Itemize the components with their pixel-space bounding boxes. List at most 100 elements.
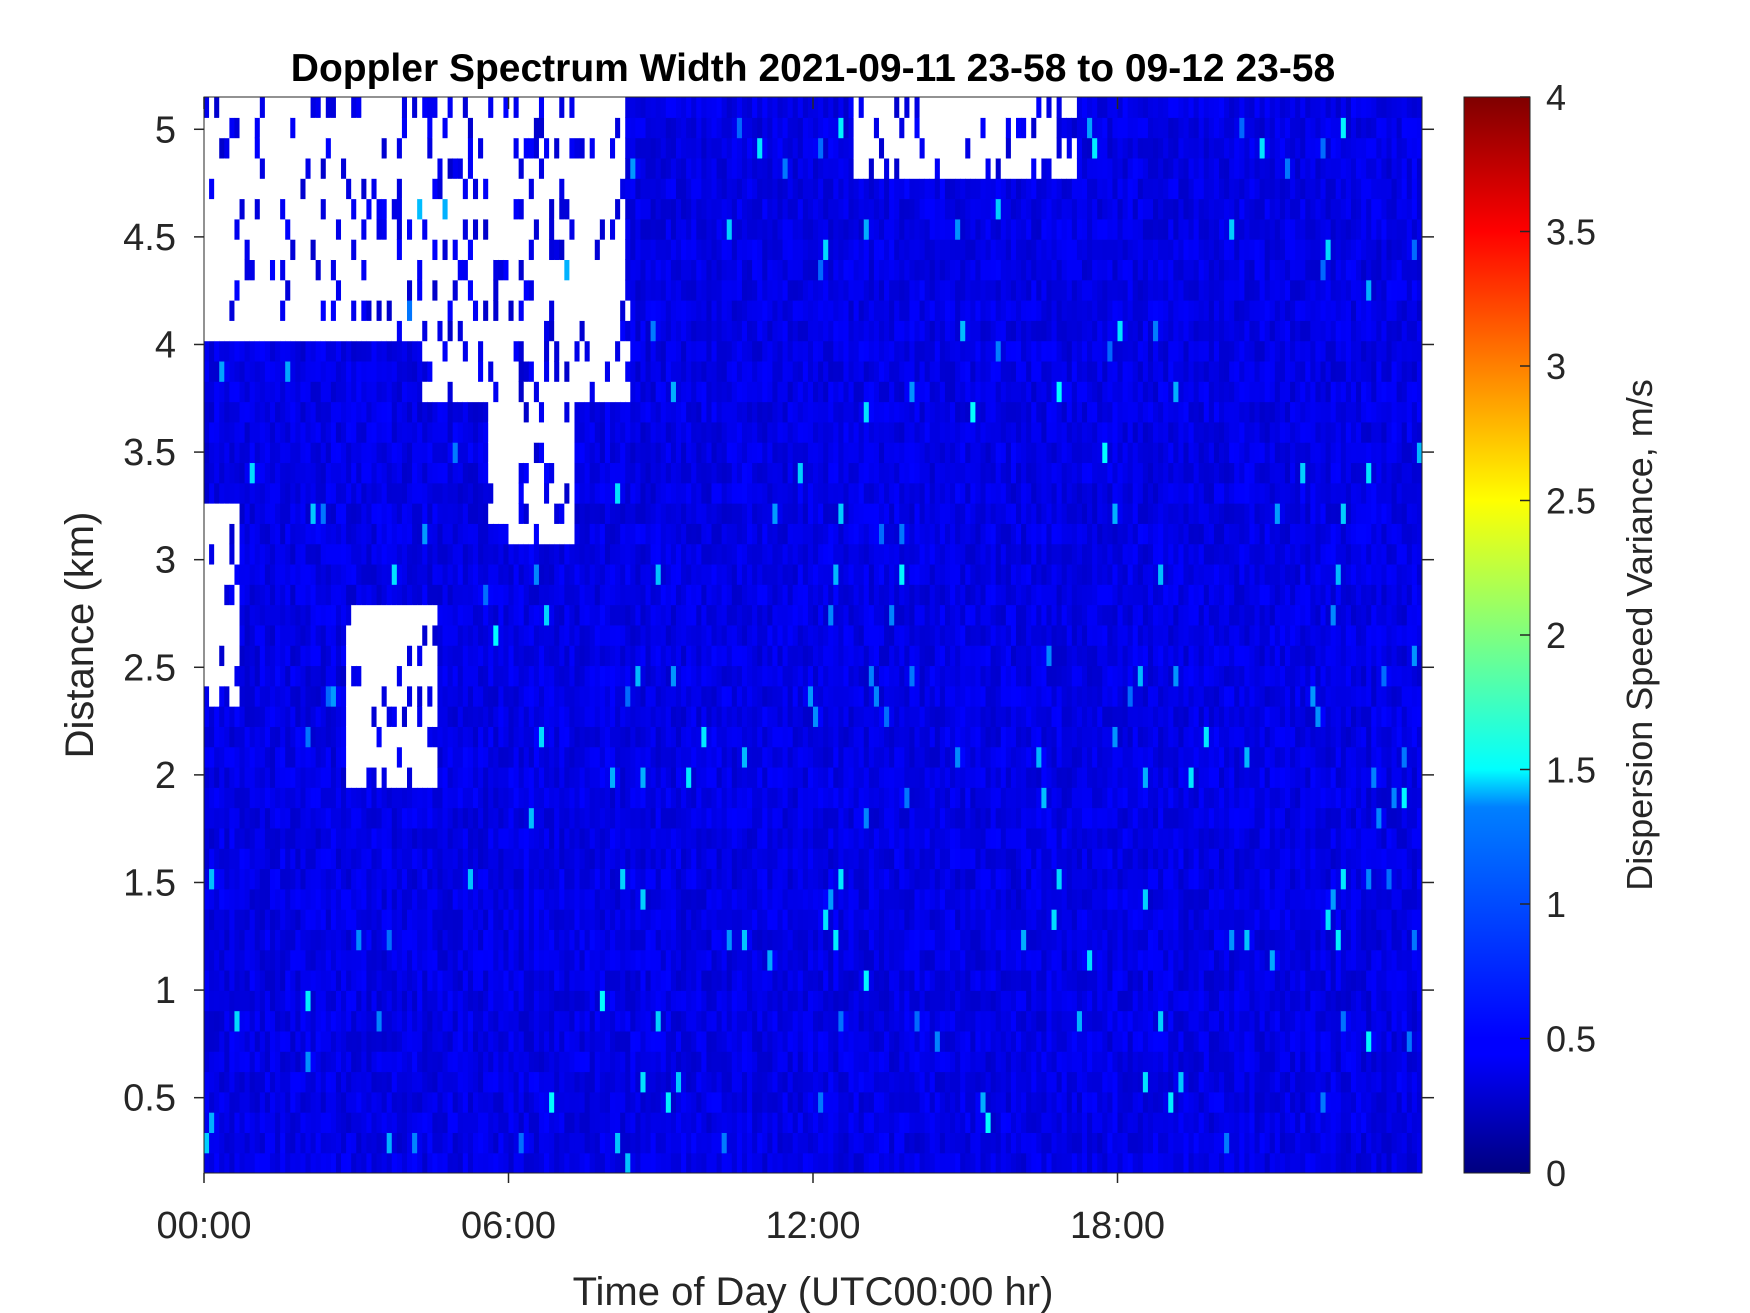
heatmap-cell (518, 442, 525, 464)
heatmap-cell (513, 868, 520, 890)
heatmap-cell (437, 482, 444, 504)
heatmap-cell (386, 401, 393, 423)
heatmap-cell (264, 1112, 271, 1133)
heatmap-cell (315, 726, 322, 748)
heatmap-cell (615, 827, 621, 849)
heatmap-cell (604, 645, 611, 667)
heatmap-cell (513, 279, 520, 301)
heatmap-cell (478, 929, 484, 951)
heatmap-cell (381, 523, 388, 545)
heatmap-cell (645, 1132, 652, 1154)
heatmap-cell (320, 787, 327, 809)
heatmap-cell (341, 645, 347, 667)
heatmap-cell (376, 787, 383, 809)
heatmap-cell (574, 178, 581, 200)
heatmap-cell (361, 1152, 367, 1173)
heatmap-cell (574, 685, 581, 707)
heatmap-cell (254, 442, 261, 464)
heatmap-cell (528, 360, 535, 382)
heatmap-cell (224, 888, 230, 910)
heatmap-cell (615, 279, 621, 301)
heatmap-cell (386, 360, 393, 382)
heatmap-cell (356, 990, 362, 1012)
heatmap-cell (498, 543, 505, 565)
heatmap-cell (615, 340, 621, 362)
heatmap-cell (224, 421, 230, 443)
heatmap-cell (401, 239, 408, 261)
heatmap-cell (214, 239, 220, 261)
heatmap-cell (538, 685, 545, 707)
heatmap-cell (660, 239, 667, 261)
heatmap-cell (670, 543, 677, 565)
heatmap-cell (533, 482, 540, 504)
heatmap-cell (234, 563, 241, 585)
heatmap-cell (366, 726, 373, 748)
heatmap-cell (401, 117, 408, 139)
heatmap-cell (239, 523, 246, 545)
heatmap-cell (300, 827, 307, 849)
heatmap-cell (437, 969, 444, 991)
heatmap-cell (620, 503, 626, 524)
heatmap-cell (249, 949, 256, 971)
heatmap-cell (376, 766, 383, 788)
heatmap-cell (655, 259, 662, 281)
heatmap-cell (513, 137, 520, 159)
heatmap-cell (407, 1051, 413, 1073)
heatmap-cell (346, 137, 352, 159)
heatmap-cell (604, 665, 611, 687)
heatmap-cell (503, 1152, 510, 1173)
heatmap-cell (254, 503, 261, 524)
heatmap-cell (538, 157, 545, 179)
heatmap-cell (615, 117, 621, 139)
heatmap-cell (376, 1071, 383, 1093)
heatmap-cell (320, 584, 327, 606)
heatmap-cell (204, 360, 210, 382)
heatmap-cell (386, 137, 393, 159)
heatmap-cell (432, 381, 439, 403)
heatmap-cell (523, 442, 530, 464)
heatmap-cell (655, 320, 662, 342)
heatmap-cell (569, 401, 576, 423)
heatmap-cell (610, 198, 616, 220)
heatmap-cell (290, 1132, 296, 1154)
heatmap-cell (356, 787, 362, 809)
heatmap-cell (488, 787, 494, 809)
heatmap-cell (280, 787, 286, 809)
heatmap-cell (594, 1091, 601, 1113)
heatmap-cell (457, 949, 464, 971)
heatmap-cell (610, 381, 616, 403)
heatmap-cell (559, 807, 565, 829)
heatmap-cell (310, 300, 317, 321)
heatmap-cell (503, 766, 510, 788)
heatmap-cell (645, 726, 652, 748)
heatmap-cell (447, 766, 454, 788)
heatmap-cell (264, 706, 271, 727)
heatmap-cell (427, 543, 433, 565)
heatmap-cell (478, 665, 484, 687)
heatmap-cell (214, 360, 220, 382)
heatmap-cell (675, 97, 682, 118)
heatmap-cell (335, 503, 342, 524)
heatmap-cell (346, 685, 352, 707)
heatmap-cell (533, 584, 540, 606)
heatmap-cell (417, 1030, 423, 1052)
heatmap-cell (599, 990, 606, 1012)
heatmap-cell (508, 807, 515, 829)
heatmap-cell (569, 1051, 576, 1073)
heatmap-cell (467, 1051, 474, 1073)
heatmap-cell (356, 442, 362, 464)
heatmap-cell (584, 726, 591, 748)
heatmap-cell (483, 97, 489, 118)
heatmap-cell (361, 1132, 367, 1154)
heatmap-cell (610, 990, 616, 1012)
heatmap-cell (275, 1152, 281, 1173)
heatmap-cell (528, 340, 535, 362)
heatmap-cell (376, 1010, 383, 1032)
heatmap-cell (503, 97, 510, 118)
heatmap-cell (269, 503, 276, 524)
heatmap-cell (204, 848, 210, 870)
heatmap-cell (640, 604, 647, 626)
heatmap-cell (300, 929, 307, 951)
heatmap-cell (513, 117, 520, 139)
heatmap-cell (650, 807, 657, 829)
